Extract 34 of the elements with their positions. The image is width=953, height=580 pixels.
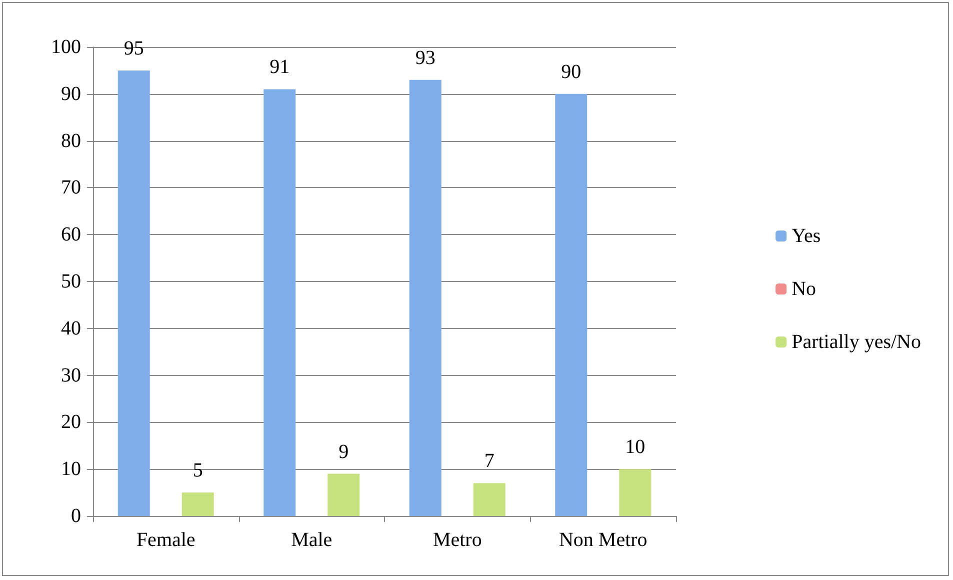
data-label: 90 (561, 60, 582, 83)
legend-label: No (792, 278, 816, 300)
legend-label: Yes (792, 225, 821, 247)
bar (182, 492, 214, 516)
bar (264, 89, 296, 516)
y-tick-label: 20 (61, 411, 81, 434)
data-label: 5 (192, 460, 203, 482)
data-label: 91 (270, 56, 290, 78)
y-tick-label: 70 (61, 176, 81, 199)
bar (619, 469, 652, 516)
x-tick-label: Male (291, 529, 332, 551)
x-tick-label: Female (136, 529, 196, 551)
y-tick-label: 80 (61, 130, 81, 152)
y-tick-label: 30 (61, 364, 81, 386)
data-label: 7 (484, 450, 494, 472)
data-label: 9 (338, 440, 349, 463)
y-tick-label: 60 (61, 224, 81, 246)
legend-label: Partially yes/No (792, 331, 922, 353)
bar (118, 70, 150, 516)
x-tick-label: Metro (432, 529, 482, 551)
y-tick-label: 100 (51, 36, 81, 58)
y-tick-label: 10 (61, 458, 81, 480)
data-label: 93 (415, 46, 436, 69)
bar (473, 483, 506, 516)
data-label: 10 (625, 436, 646, 458)
x-tick-label: Non Metro (558, 529, 648, 551)
bar (328, 474, 360, 516)
bar (555, 94, 588, 516)
data-label: 95 (124, 37, 144, 60)
y-tick-label: 0 (71, 505, 81, 527)
y-tick-label: 90 (61, 82, 81, 105)
y-tick-label: 50 (61, 270, 81, 292)
bar (409, 80, 442, 516)
y-tick-label: 40 (61, 317, 81, 340)
